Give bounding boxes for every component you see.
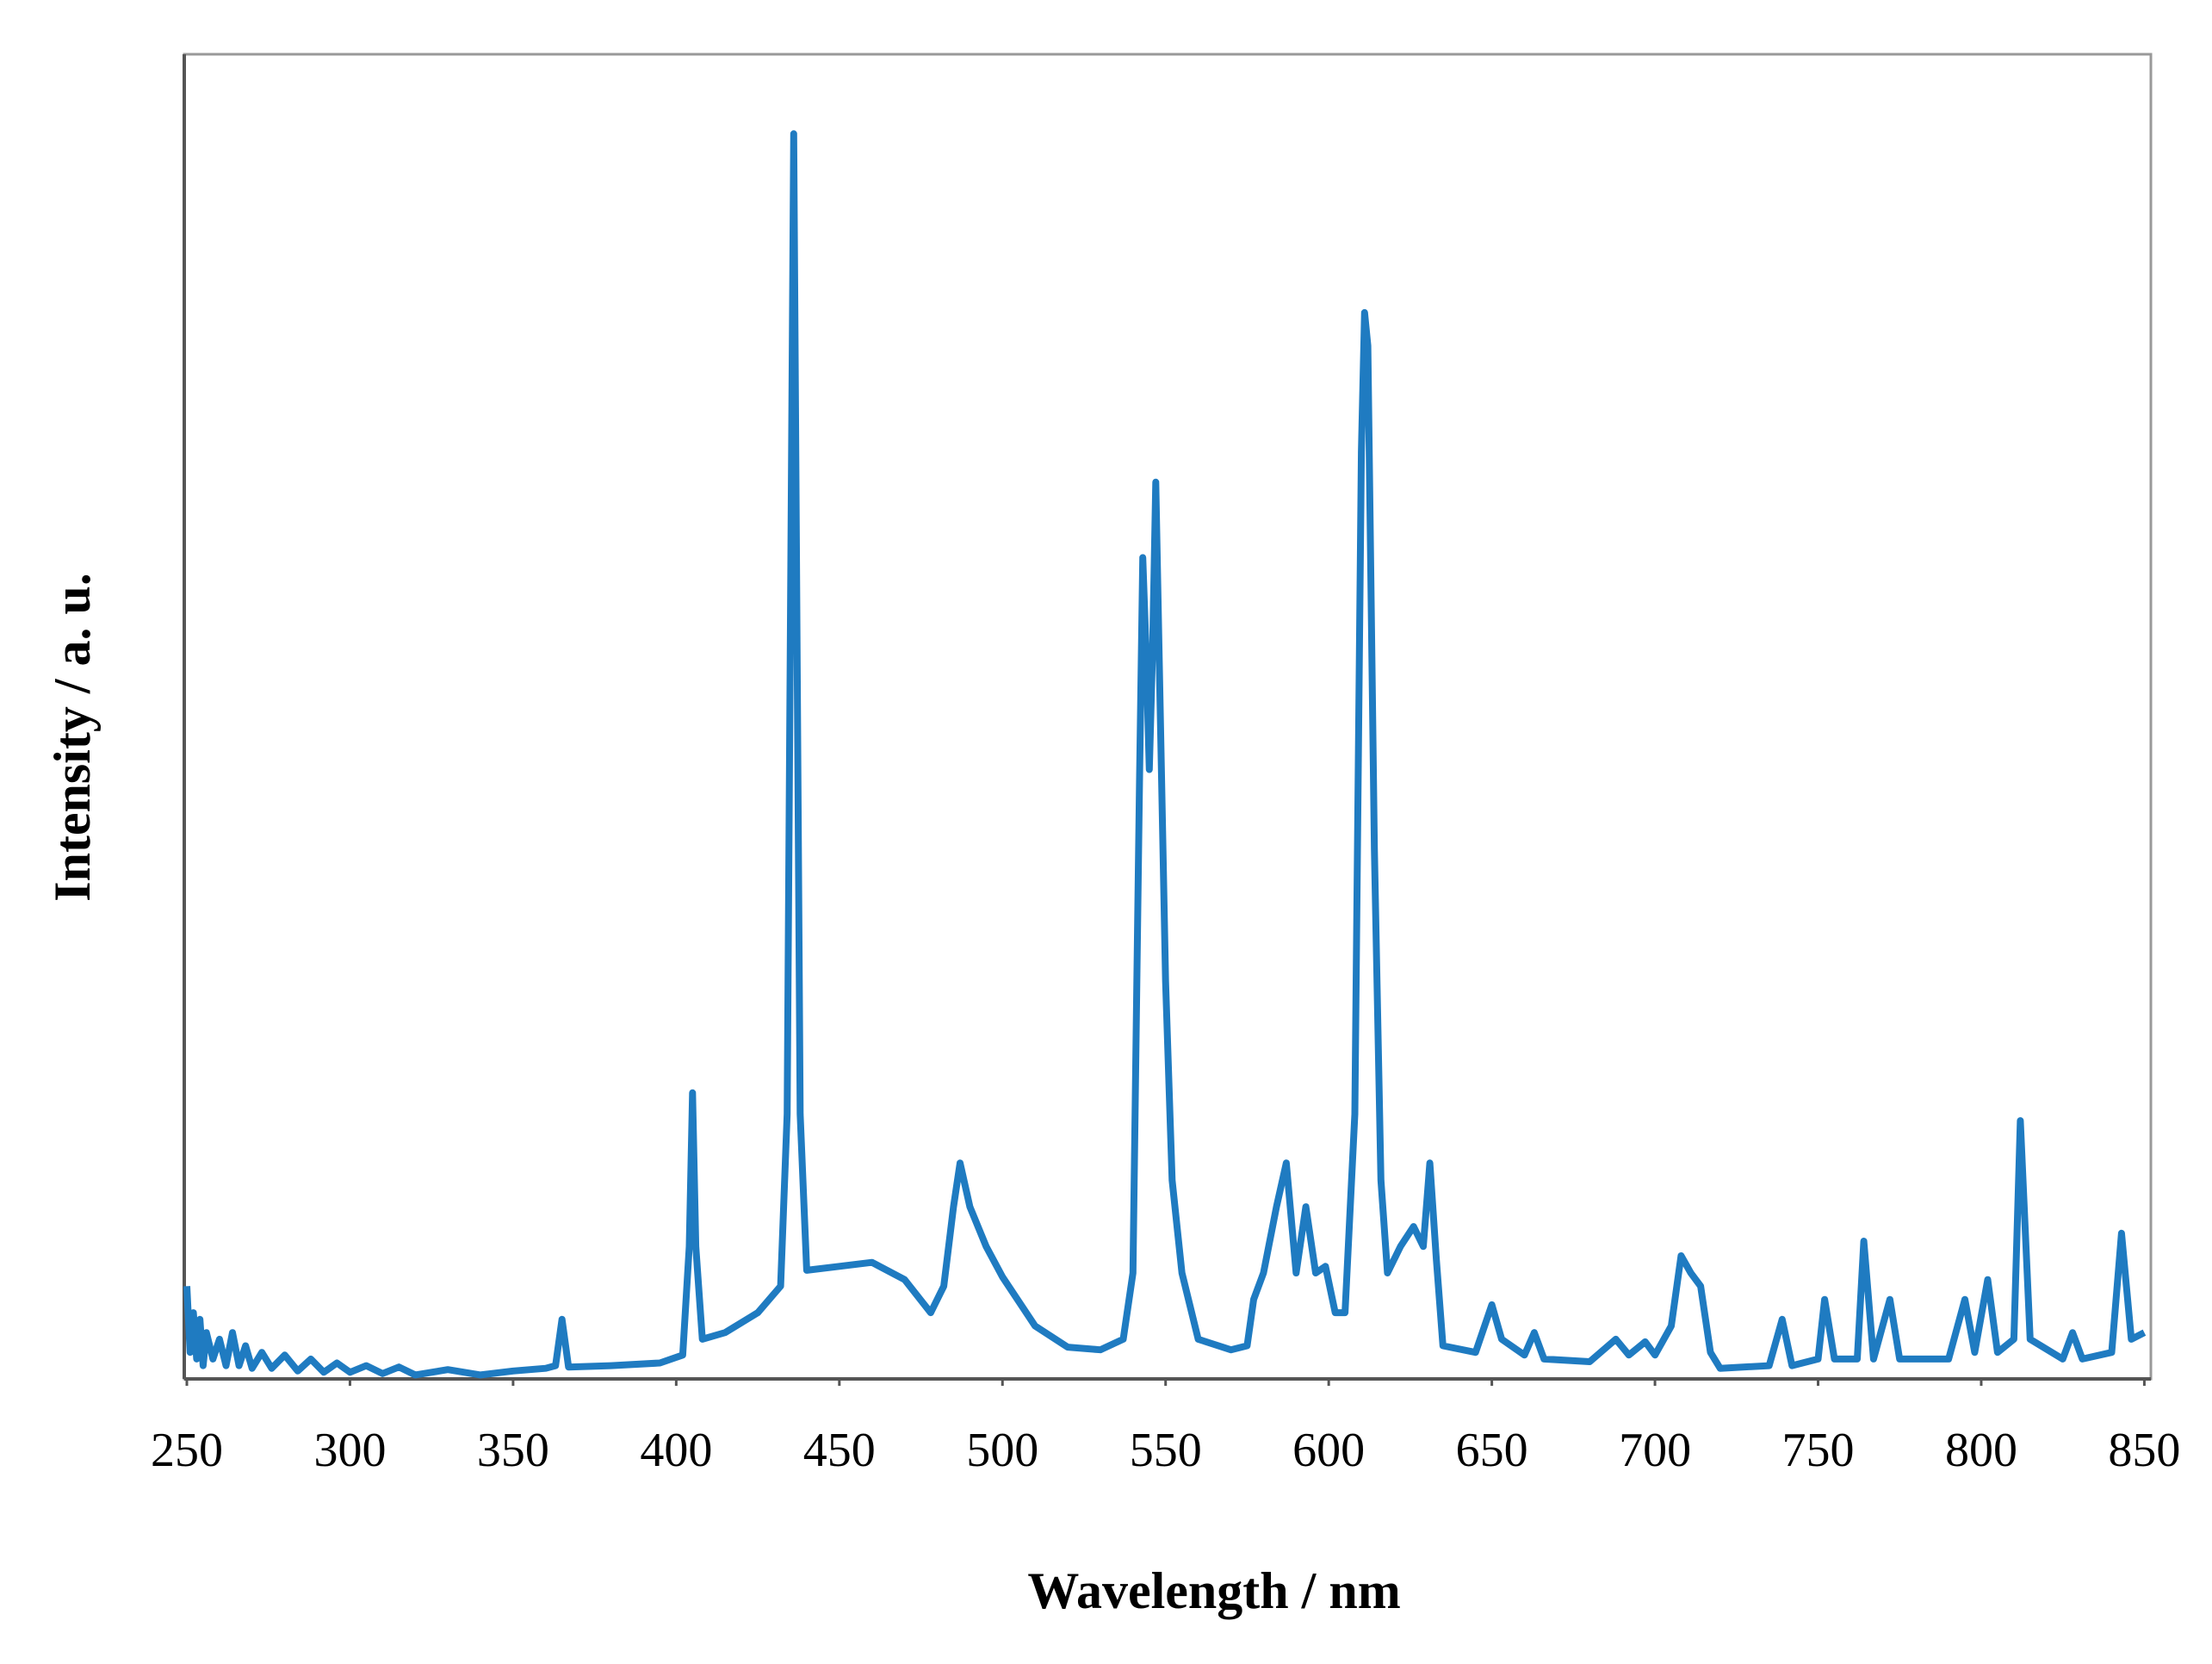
x-tick-label: 700	[1619, 1424, 1691, 1477]
y-axis-title: Intensity / a. u.	[44, 573, 101, 902]
x-tick-label: 350	[477, 1424, 549, 1477]
x-tick-label: 250	[151, 1424, 223, 1477]
x-tick-label: 500	[966, 1424, 1038, 1477]
x-tick-label: 600	[1292, 1424, 1365, 1477]
x-tick-label: 850	[2108, 1424, 2180, 1477]
x-tick-label: 400	[640, 1424, 712, 1477]
x-tick-label: 800	[1945, 1424, 2017, 1477]
plot-frame	[183, 53, 2153, 1381]
x-axis-title: Wavelength / nm	[1027, 1562, 1400, 1619]
x-tick-label: 550	[1130, 1424, 1202, 1477]
x-tick-label: 450	[803, 1424, 876, 1477]
x-tick-label: 650	[1456, 1424, 1528, 1477]
spectrum-line	[183, 130, 2147, 1379]
x-tick-label: 300	[313, 1424, 386, 1477]
x-tick-label: 750	[1782, 1424, 1855, 1477]
